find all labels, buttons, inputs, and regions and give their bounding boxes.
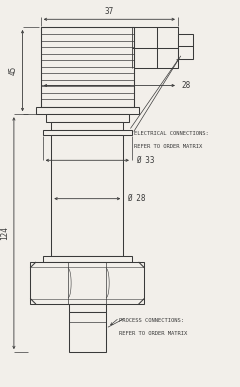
- Bar: [36, 106, 138, 114]
- Bar: [43, 130, 132, 135]
- Bar: [30, 262, 144, 304]
- Text: REFER TO ORDER MATRIX: REFER TO ORDER MATRIX: [120, 331, 188, 336]
- Text: 28: 28: [182, 81, 191, 90]
- Text: 37: 37: [105, 7, 114, 16]
- Bar: [69, 312, 106, 352]
- Bar: [132, 27, 178, 68]
- Text: ELECTRICAL CONNECTIONS:: ELECTRICAL CONNECTIONS:: [134, 131, 209, 136]
- Text: REFER TO ORDER MATRIX: REFER TO ORDER MATRIX: [134, 144, 202, 149]
- Bar: [178, 34, 193, 58]
- Bar: [41, 27, 134, 106]
- Text: PROCESS CONNECTIONS:: PROCESS CONNECTIONS:: [120, 319, 184, 324]
- Text: 124: 124: [0, 226, 9, 240]
- Bar: [41, 27, 134, 106]
- Text: Ø 28: Ø 28: [127, 194, 146, 203]
- Bar: [43, 256, 132, 262]
- Bar: [51, 135, 123, 256]
- Bar: [69, 304, 106, 312]
- Text: Ø 33: Ø 33: [136, 156, 154, 165]
- Bar: [51, 122, 123, 130]
- Bar: [46, 114, 129, 122]
- Text: 45: 45: [9, 66, 18, 75]
